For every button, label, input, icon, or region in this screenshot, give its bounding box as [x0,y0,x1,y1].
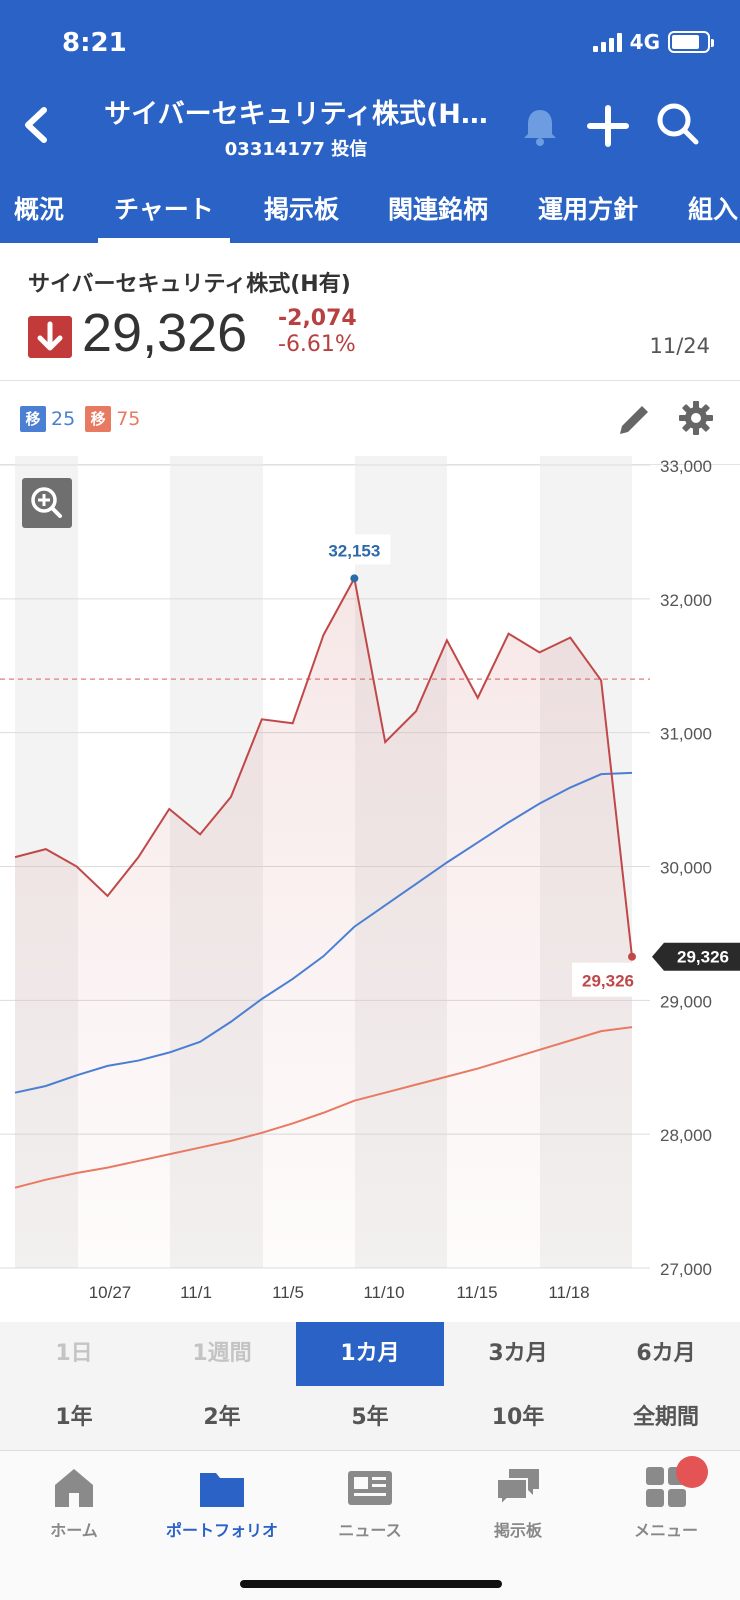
period-2y[interactable]: 2年 [203,1405,241,1430]
period-1d[interactable]: 1日 [55,1341,93,1366]
tab-overview[interactable]: 概況 [14,195,65,224]
back-chevron-icon [25,107,47,143]
stock-name: サイバーセキュリティ株式(H有) [28,272,351,297]
chart-legend: 移 25 移 75 [20,406,150,432]
status-indicators: 4G [592,30,714,54]
price-change: -2,074 -6.61% [278,306,357,358]
current-price: 29,326 [82,303,248,363]
x-tick-label: 11/1 [180,1283,212,1302]
bell-icon [524,110,556,146]
fund-code: 03314177 投信 [224,139,368,160]
x-tick-label: 11/18 [548,1283,589,1302]
high-label: 32,153 [328,541,380,560]
price-chart[interactable]: 33,000 32,000 31,000 30,000 29,000 28,000 27,0… [0,456,740,1316]
zoom-in-icon [31,487,62,518]
gear-icon [679,401,713,435]
y-tick-label: 33,000 [660,457,712,476]
period-10y[interactable]: 10年 [491,1405,545,1430]
battery-icon [668,31,714,53]
home-indicator[interactable] [240,1580,502,1588]
nav-home[interactable]: ホーム [0,1465,148,1541]
chat-bubbles-icon [496,1469,539,1508]
y-tick-label: 29,000 [660,992,712,1011]
current-price-tag: 29,326 [677,948,729,967]
search-icon [657,103,699,145]
tab-bar: 概況 チャート 掲示板 関連銘柄 運用方針 組入 [0,180,740,243]
period-1w[interactable]: 1週間 [192,1341,252,1366]
period-selector: 1日 1週間 1カ月 3カ月 6カ月 1年 2年 5年 10年 全期間 [0,1322,740,1450]
zoom-button[interactable] [22,478,72,528]
network-type: 4G [629,30,660,54]
last-label: 29,326 [582,972,634,991]
notification-badge [676,1456,708,1488]
divider [0,380,740,381]
alert-button[interactable] [518,104,562,148]
signal-icon [592,32,622,52]
x-tick-label: 11/15 [456,1283,497,1302]
y-tick-label: 30,000 [660,859,712,878]
app-header: 8:21 4G サイバーセキュリティ株式(H… 03314177 投信 概況 [0,0,740,243]
nav-portfolio[interactable]: ポートフォリオ [148,1465,296,1541]
status-time: 8:21 [62,28,127,58]
x-tick-label: 10/27 [89,1283,132,1302]
home-icon [55,1469,93,1507]
y-tick-label: 32,000 [660,591,712,610]
nav-label: ポートフォリオ [165,1521,278,1540]
ma75-value: 75 [116,408,141,430]
current-price-tag-bg [652,942,740,971]
nav-label: ホーム [50,1521,98,1540]
period-all[interactable]: 全期間 [632,1405,699,1430]
plus-icon [587,105,629,147]
ma75-tag: 移 [85,406,112,432]
nav-menu[interactable]: メニュー [592,1465,740,1541]
price-direction-badge [28,316,72,358]
news-icon [348,1471,392,1505]
folder-icon [200,1473,244,1507]
add-button[interactable] [584,102,632,150]
nav-label: メニュー [633,1521,698,1540]
y-tick-label: 31,000 [660,725,712,744]
period-5y[interactable]: 5年 [351,1405,389,1430]
x-tick-label: 11/5 [272,1283,304,1302]
nav-news[interactable]: ニュース [296,1465,444,1541]
ma25-tag: 移 [20,406,46,432]
period-6m[interactable]: 6カ月 [636,1341,696,1366]
draw-button[interactable] [614,400,654,440]
nav-label: ニュース [338,1521,402,1540]
period-1y[interactable]: 1年 [55,1405,93,1430]
settings-button[interactable] [676,398,716,438]
nav-label: 掲示板 [493,1521,542,1540]
ma75-line [14,1026,633,1189]
x-tick-label: 11/10 [363,1283,404,1302]
high-point [350,574,359,583]
period-1m[interactable]: 1カ月 [296,1322,444,1386]
tab-board[interactable]: 掲示板 [264,195,340,224]
high-label-bg [318,534,391,565]
price-date: 11/24 [649,334,710,358]
last-label-bg [572,962,644,997]
price-area [15,578,632,1268]
tab-holdings[interactable]: 組入 [688,195,739,224]
change-amount: -2,074 [278,306,357,331]
ma25-line [14,771,633,1094]
page-title: サイバーセキュリティ株式(H… [104,99,488,130]
bottom-nav: ホーム ポートフォリオ ニュース 掲示板 メニュー [0,1450,740,1600]
back-button[interactable] [18,100,58,150]
nav-board[interactable]: 掲示板 [444,1465,592,1541]
tab-policy[interactable]: 運用方針 [538,195,639,224]
ma25-value: 25 [51,408,76,430]
tab-related[interactable]: 関連銘柄 [388,195,489,224]
arrow-down-icon [37,321,63,351]
pencil-icon [620,406,648,434]
change-percent: -6.61% [278,332,356,357]
y-tick-label: 27,000 [660,1260,712,1279]
search-button[interactable] [654,100,702,148]
grid-menu-icon [646,1467,686,1507]
tab-chart[interactable]: チャート [98,180,230,243]
last-point [628,952,636,961]
period-3m[interactable]: 3カ月 [488,1341,548,1366]
price-line [14,575,633,957]
header-title-block: サイバーセキュリティ株式(H… 03314177 投信 [86,92,506,161]
y-tick-label: 28,000 [660,1126,712,1145]
